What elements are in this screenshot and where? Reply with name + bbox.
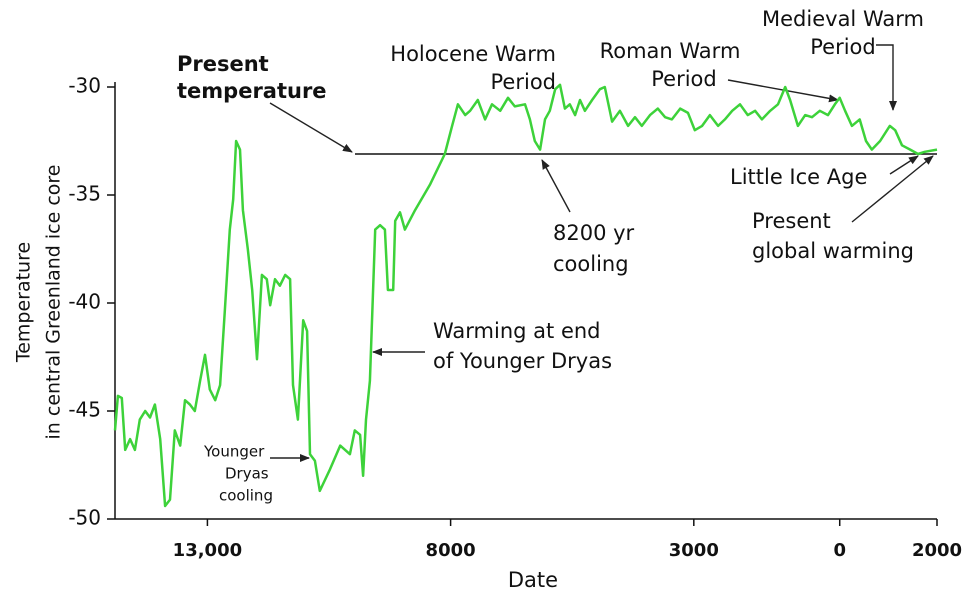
x-axis-label: Date	[508, 568, 558, 592]
arrow	[889, 155, 919, 175]
y-axis-label: in central Greenland ice core	[43, 165, 65, 440]
annotation: Present	[752, 209, 831, 233]
y-tick-label: -50	[68, 506, 101, 530]
annotation: Younger	[203, 443, 265, 461]
annotation: of Younger Dryas	[433, 349, 612, 373]
annotation: global warming	[752, 239, 914, 263]
y-axis-label: Temperature	[13, 242, 35, 363]
y-tick-label: -40	[68, 290, 101, 314]
x-tick-label: 8000	[426, 540, 476, 561]
annotation: Roman Warm	[600, 39, 741, 63]
y-tick-label: -30	[68, 74, 101, 98]
annotation: 8200 yr	[553, 221, 635, 245]
annotation: Period	[491, 70, 556, 94]
x-tick-label: 13,000	[173, 540, 242, 561]
arrow	[876, 44, 897, 111]
annotation-arrows	[269, 44, 934, 462]
annotation: Warming at end	[433, 319, 601, 343]
annotation: Dryas	[225, 465, 269, 483]
annotation: temperature	[177, 79, 327, 103]
annotation: Holocene Warm	[390, 42, 556, 66]
y-tick-label: -45	[68, 398, 101, 422]
annotation: cooling	[553, 252, 629, 276]
annotation: Medieval Warm	[762, 7, 924, 31]
x-tick-label: 2000	[912, 540, 962, 561]
arrow	[541, 159, 571, 213]
annotation: Period	[810, 35, 875, 59]
x-tick-label: 0	[833, 540, 846, 561]
y-tick-label: -35	[68, 182, 101, 206]
annotation: Present	[177, 52, 269, 76]
x-tick-label: 3000	[669, 540, 719, 561]
annotation: Period	[651, 67, 716, 91]
annotation: Little Ice Age	[730, 165, 867, 189]
arrow	[269, 102, 353, 153]
annotation: cooling	[219, 487, 273, 505]
temperature-line	[113, 83, 938, 508]
arrow	[851, 155, 934, 223]
